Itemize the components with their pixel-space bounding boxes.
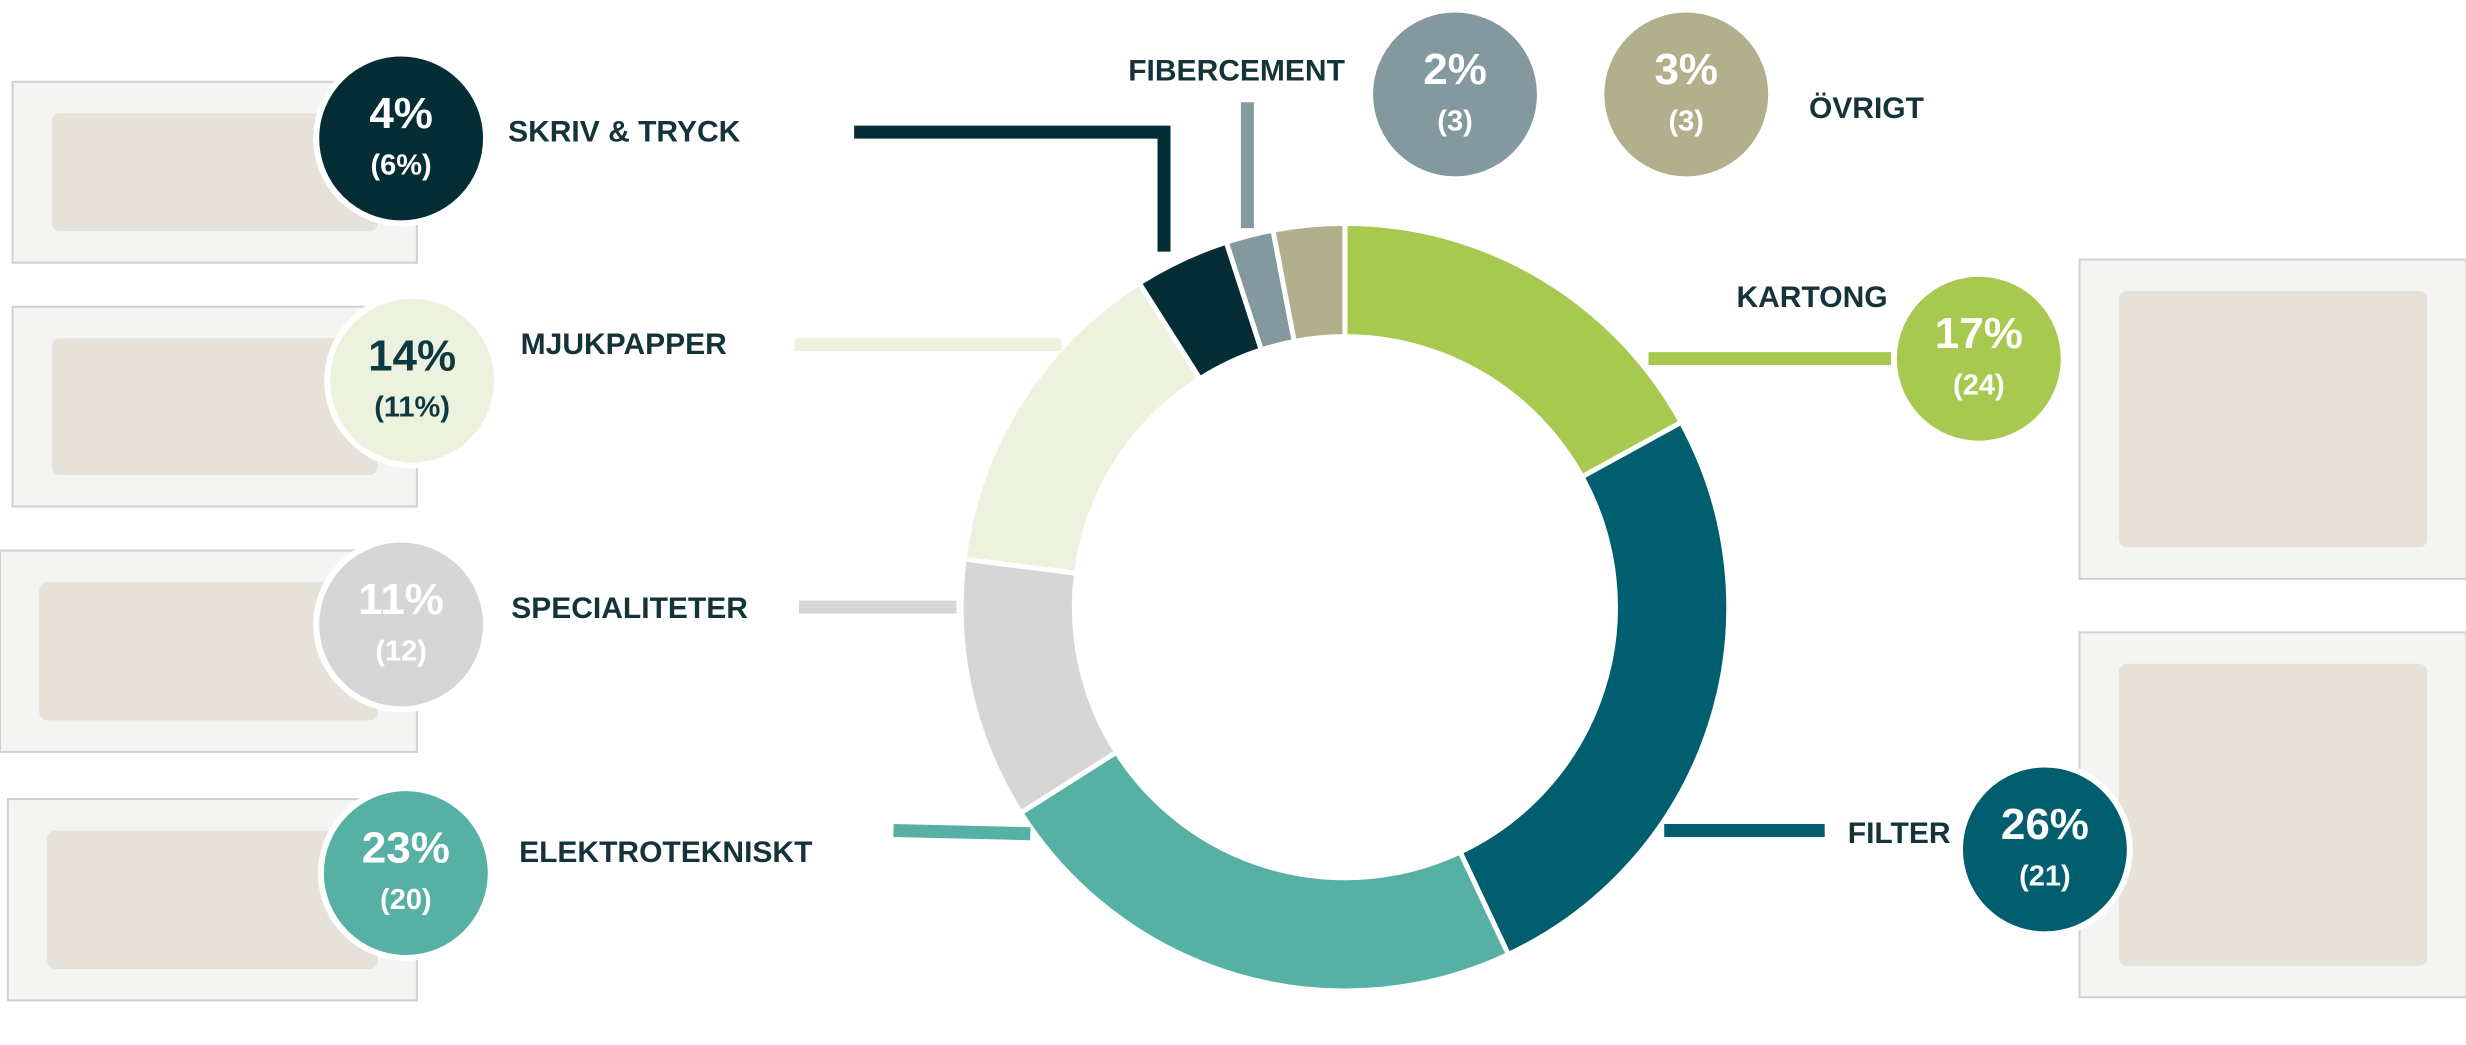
donut-segment [1017, 748, 1512, 994]
value-label: 11% [358, 575, 444, 624]
connector [893, 824, 1031, 841]
previous-label: (20) [380, 884, 432, 916]
badge [317, 785, 494, 961]
photo [39, 582, 378, 721]
donut-segment [1342, 220, 1685, 481]
value-label: 23% [362, 824, 450, 873]
donut-segment [1270, 220, 1348, 345]
value-label: 2% [1423, 45, 1487, 94]
badge [313, 536, 490, 713]
previous-label: (21) [2019, 860, 2071, 892]
photo [51, 338, 378, 476]
category-label: SPECIALITETER [511, 592, 748, 625]
badge [1956, 761, 2133, 938]
badge [313, 50, 490, 227]
value-label: 17% [1935, 309, 2023, 358]
badge [1598, 6, 1775, 183]
previous-label: (24) [1953, 370, 2005, 402]
category-label: ÖVRIGT [1809, 92, 1924, 125]
category-label: FILTER [1848, 817, 1951, 850]
donut-segment [1456, 418, 1732, 958]
previous-label: (6%) [370, 149, 431, 181]
category-label: SKRIV & TRYCK [508, 116, 741, 149]
category-label: ELEKTROTEKNISKT [519, 836, 812, 869]
category-label: FIBERCEMENT [1128, 54, 1345, 87]
category-label: MJUKPAPPER [521, 328, 727, 361]
badge [1367, 6, 1543, 183]
photo [2118, 291, 2428, 548]
value-label: 14% [368, 331, 456, 380]
photo [47, 830, 378, 969]
category-label: KARTONG [1736, 281, 1887, 314]
previous-label: (12) [375, 635, 427, 667]
connector [854, 125, 1171, 252]
previous-label: (3) [1437, 105, 1472, 137]
previous-label: (3) [1669, 105, 1704, 137]
value-label: 26% [2001, 800, 2089, 849]
badge [324, 292, 501, 469]
value-label: 4% [369, 89, 433, 138]
photo [51, 113, 378, 232]
previous-label: (11%) [374, 392, 450, 424]
badge [1890, 270, 2067, 447]
value-label: 3% [1654, 45, 1718, 94]
photo [2118, 663, 2428, 966]
